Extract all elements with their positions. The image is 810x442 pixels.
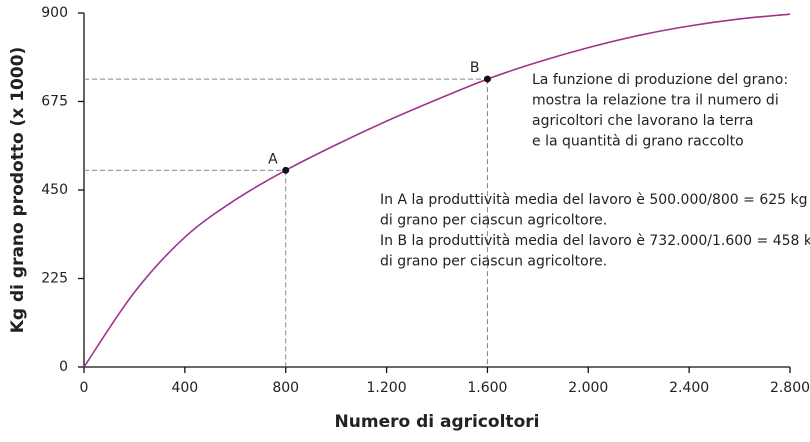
y-tick-label: 225 xyxy=(41,271,68,287)
annotation: In A la produttività media del lavoro è … xyxy=(380,192,808,208)
x-tick-label: 2.800 xyxy=(770,380,810,396)
annotation: La funzione di produzione del grano: xyxy=(532,72,788,88)
annotation: agricoltori che lavorano la terra xyxy=(532,113,753,129)
point xyxy=(483,75,491,83)
x-tick-label: 1.200 xyxy=(367,380,407,396)
point-label: B xyxy=(470,60,480,76)
x-tick-label: 0 xyxy=(80,380,89,396)
annotation: di grano per ciascun agricoltore. xyxy=(380,254,607,270)
annotation: In B la produttività media del lavoro è … xyxy=(380,233,810,249)
x-axis-label: Numero di agricoltori xyxy=(335,412,540,432)
y-tick-label: 675 xyxy=(41,94,68,110)
x-tick-label: 1.600 xyxy=(467,380,507,396)
x-tick-label: 2.400 xyxy=(669,380,709,396)
annotation: e la quantità di grano raccolto xyxy=(532,134,744,150)
point xyxy=(282,166,290,174)
point-label: A xyxy=(268,151,278,167)
y-tick-label: 0 xyxy=(59,359,68,375)
x-tick-label: 400 xyxy=(171,380,198,396)
y-tick-label: 450 xyxy=(41,182,68,198)
x-tick-label: 2.000 xyxy=(568,380,608,396)
annotation: mostra la relazione tra il numero di xyxy=(532,93,779,109)
production-curve xyxy=(83,13,791,368)
annotation: di grano per ciascun agricoltore. xyxy=(380,213,607,229)
x-tick-label: 800 xyxy=(272,380,299,396)
y-axis-label: Kg di grano prodotto (x 1000) xyxy=(8,47,28,334)
y-tick-label: 900 xyxy=(41,5,68,21)
